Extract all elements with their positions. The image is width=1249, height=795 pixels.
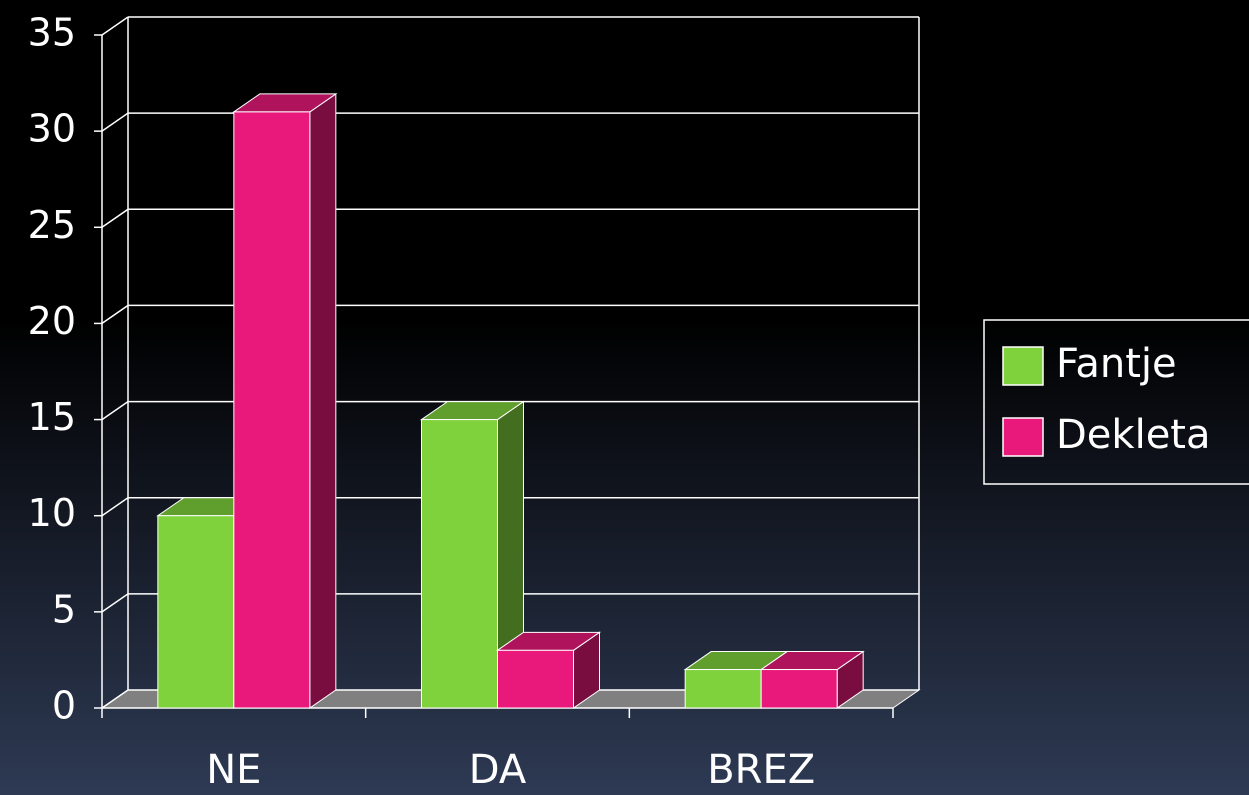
y-tick-label: 30: [28, 107, 76, 151]
x-tick-label: BREZ: [707, 747, 815, 793]
grid-line-side: [101, 16, 129, 36]
x-tick-label: DA: [469, 747, 527, 793]
bar-side: [309, 92, 337, 709]
y-tick-label: 15: [28, 395, 76, 439]
bar: [421, 419, 498, 709]
legend-swatch: [1002, 346, 1044, 386]
legend-label: Dekleta: [1056, 412, 1211, 458]
grid-line-side: [101, 689, 129, 709]
y-tick-label: 35: [28, 11, 76, 55]
y-tick-label: 0: [52, 684, 76, 728]
x-tick-label: NE: [206, 747, 261, 793]
y-tick-label: 25: [28, 203, 76, 247]
y-tick-label: 10: [28, 491, 76, 535]
y-tick-label: 5: [52, 587, 76, 631]
legend-label: Fantje: [1056, 341, 1177, 387]
grid-line-side: [101, 593, 129, 613]
y-tick-label: 20: [28, 299, 76, 343]
bar: [684, 669, 762, 709]
grid-line-side: [101, 112, 129, 132]
bar: [760, 669, 838, 709]
legend-swatch: [1002, 417, 1044, 457]
grid-line-side: [101, 497, 129, 517]
grid-line-side: [101, 208, 129, 228]
grid-line-side: [101, 304, 129, 325]
grid-line-side: [101, 400, 129, 421]
bar: [497, 649, 574, 709]
bar: [233, 111, 311, 709]
legend-box: [983, 319, 1249, 485]
bar: [157, 515, 235, 709]
